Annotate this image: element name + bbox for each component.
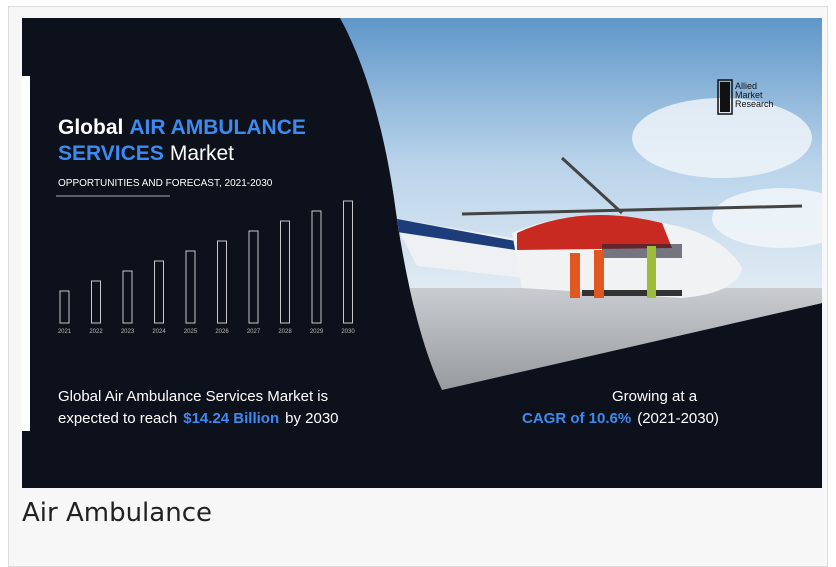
- subtitle: OPPORTUNITIES AND FORECAST, 2021-2030: [58, 178, 272, 189]
- year-label: 2024: [152, 329, 166, 335]
- summary-line1: Global Air Ambulance Services Market is: [58, 388, 328, 405]
- year-label: 2028: [278, 329, 292, 335]
- summary-line2: expected to reach $14.24 Billion by 2030: [58, 410, 339, 427]
- accent-bar: [22, 76, 30, 431]
- title-line1: Global AIR AMBULANCE: [58, 116, 306, 140]
- summary-value: $14.24 Billion: [183, 410, 279, 427]
- title-tail: Market: [170, 142, 234, 165]
- year-label: 2030: [341, 329, 355, 335]
- logo-line: Research: [735, 100, 774, 109]
- title-lead: Global: [58, 116, 123, 139]
- summary-lead: expected to reach: [58, 410, 177, 427]
- year-label: 2023: [121, 329, 135, 335]
- growth-value: CAGR of 10.6%: [522, 410, 631, 427]
- year-label: 2021: [58, 329, 72, 335]
- title-line2: SERVICES Market: [58, 142, 234, 166]
- title-highlight: SERVICES: [58, 142, 164, 165]
- year-label: 2022: [89, 329, 103, 335]
- page: 2021 2022 2023 2024 2025 2026 2027 2028 2029 2030…: [0, 0, 836, 567]
- year-label: 2026: [215, 329, 229, 335]
- logo-icon: [718, 80, 732, 114]
- caption: Air Ambulance: [22, 498, 212, 528]
- summary-tail: by 2030: [285, 410, 338, 427]
- growth-tail: (2021-2030): [637, 410, 719, 427]
- growth-line1: Growing at a: [612, 388, 697, 405]
- title-highlight: AIR AMBULANCE: [129, 116, 306, 139]
- growth-line2: CAGR of 10.6% (2021-2030): [522, 410, 719, 427]
- year-label: 2025: [184, 329, 198, 335]
- year-label: 2027: [247, 329, 261, 335]
- year-label: 2029: [310, 329, 324, 335]
